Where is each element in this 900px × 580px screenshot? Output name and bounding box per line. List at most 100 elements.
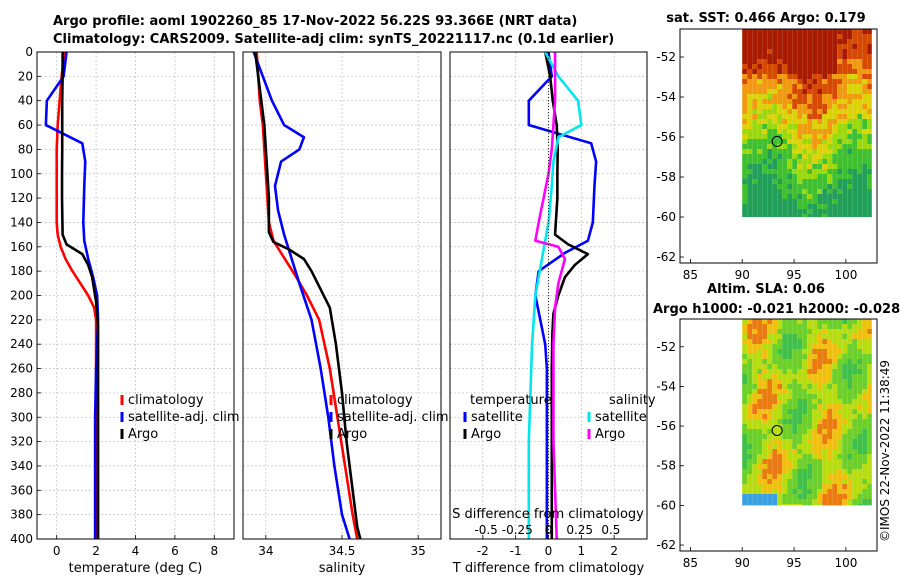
heatmap-cell — [812, 144, 818, 149]
heatmap-cell — [767, 169, 773, 174]
heatmap-cell — [832, 484, 838, 489]
heatmap-cell — [867, 109, 872, 114]
heatmap-cell — [752, 474, 758, 479]
heatmap-cell — [757, 149, 763, 154]
heatmap-cell — [867, 169, 872, 174]
heatmap-cell — [812, 439, 818, 444]
heatmap-cell — [757, 324, 763, 329]
heatmap-cell — [782, 164, 788, 169]
heatmap-cell — [792, 194, 798, 199]
heatmap-cell — [847, 174, 853, 179]
heatmap-cell — [842, 209, 848, 214]
heatmap-cell — [837, 44, 843, 49]
heatmap-cell — [787, 209, 793, 214]
heatmap-cell — [752, 409, 758, 414]
heatmap-cell — [782, 114, 788, 119]
heatmap-cell — [857, 474, 863, 479]
heatmap-cell — [792, 159, 798, 164]
heatmap-cell — [752, 389, 758, 394]
heatmap-cell — [797, 404, 803, 409]
heatmap-cell — [847, 204, 853, 209]
heatmap-cell — [827, 329, 833, 334]
heatmap-cell — [792, 84, 798, 89]
heatmap-cell — [757, 409, 763, 414]
heatmap-cell — [792, 359, 798, 364]
heatmap-cell — [807, 344, 813, 349]
heatmap-cell — [827, 424, 833, 429]
heatmap-cell — [767, 29, 773, 34]
heatmap-cell — [757, 384, 763, 389]
heatmap-cell — [807, 339, 813, 344]
heatmap-cell — [747, 134, 753, 139]
heatmap-cell — [842, 379, 848, 384]
heatmap-cell — [812, 354, 818, 359]
heatmap-cell — [812, 484, 818, 489]
heatmap-cell — [852, 319, 858, 324]
heatmap-cell — [827, 404, 833, 409]
temperature-xtick-label: 8 — [210, 544, 218, 558]
heatmap-cell — [757, 499, 763, 504]
heatmap-cell — [757, 74, 763, 79]
heatmap-cell — [847, 329, 853, 334]
heatmap-cell — [782, 359, 788, 364]
temperature-ytick-label: 280 — [10, 386, 33, 400]
heatmap-cell — [797, 164, 803, 169]
heatmap-cell — [802, 494, 808, 499]
heatmap-cell — [777, 134, 783, 139]
heatmap-cell — [777, 129, 783, 134]
heatmap-cell — [772, 49, 778, 54]
heatmap-cell — [842, 54, 848, 59]
heatmap-cell — [782, 34, 788, 39]
heatmap-cell — [757, 29, 763, 34]
heatmap-cell — [777, 439, 783, 444]
heatmap-cell — [817, 409, 823, 414]
heatmap-cell — [837, 89, 843, 94]
sla_map-xtick-label: 85 — [683, 556, 698, 570]
heatmap-cell — [742, 104, 748, 109]
heatmap-cell — [757, 49, 763, 54]
heatmap-cell — [742, 489, 748, 494]
heatmap-cell — [817, 334, 823, 339]
heatmap-cell — [832, 479, 838, 484]
heatmap-cell — [857, 444, 863, 449]
heatmap-cell — [832, 434, 838, 439]
heatmap-cell — [787, 59, 793, 64]
heatmap-cell — [827, 214, 833, 217]
diff-legend-left-label: Argo — [471, 427, 501, 442]
heatmap-cell — [752, 334, 758, 339]
heatmap-cell — [867, 44, 872, 49]
heatmap-cell — [782, 159, 788, 164]
heatmap-cell — [752, 124, 758, 129]
heatmap-cell — [867, 394, 872, 399]
heatmap-cell — [752, 499, 758, 504]
heatmap-cell — [787, 49, 793, 54]
heatmap-cell — [857, 424, 863, 429]
heatmap-cell — [767, 444, 773, 449]
heatmap-cell — [867, 54, 872, 59]
heatmap-cell — [762, 359, 768, 364]
heatmap-cell — [832, 59, 838, 64]
heatmap-cell — [867, 64, 872, 69]
diff-legend-left-heading: temperature — [470, 393, 552, 408]
heatmap-cell — [842, 394, 848, 399]
heatmap-cell — [822, 139, 828, 144]
heatmap-cell — [767, 189, 773, 194]
heatmap-cell — [782, 499, 788, 504]
heatmap-cell — [762, 84, 768, 89]
heatmap-cell — [812, 199, 818, 204]
series-line-salinity-argo — [534, 52, 567, 540]
heatmap-cell — [802, 444, 808, 449]
heatmap-cell — [747, 484, 753, 489]
heatmap-cell — [767, 479, 773, 484]
heatmap-cell — [752, 29, 758, 34]
heatmap-cell — [792, 129, 798, 134]
heatmap-cell — [797, 199, 803, 204]
heatmap-cell — [837, 169, 843, 174]
heatmap-cell — [842, 444, 848, 449]
heatmap-cell — [817, 134, 823, 139]
heatmap-cell — [762, 414, 768, 419]
heatmap-cell — [807, 504, 813, 506]
temperature-ytick-label: 260 — [10, 362, 33, 376]
heatmap-cell — [792, 344, 798, 349]
heatmap-cell — [767, 194, 773, 199]
